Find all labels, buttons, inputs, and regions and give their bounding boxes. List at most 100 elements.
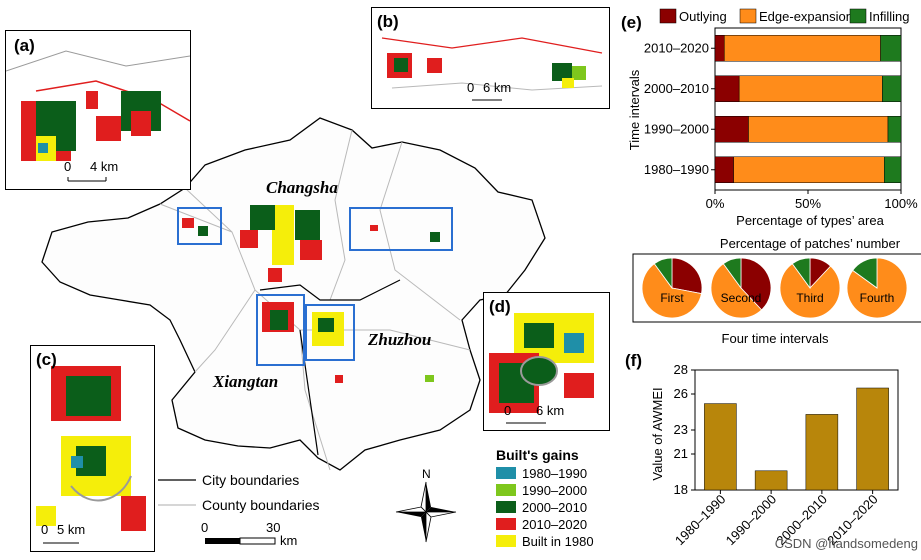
city-label-xiangtan: Xiangtan xyxy=(212,372,278,391)
legend-city-boundaries: City boundaries xyxy=(202,472,299,488)
e-ylabel: Time intervals xyxy=(627,69,642,150)
e-bar-0-edge-expansion xyxy=(724,35,881,62)
panel-f-bar-chart: (f) Value of AWMEI 28 26 23 21 181980–199019… xyxy=(625,351,918,551)
e-bar-3-outlying xyxy=(714,156,734,183)
gains-label-1: 1990–2000 xyxy=(522,483,587,498)
inset-a: 0 4 km (a) xyxy=(5,30,191,190)
e-xtick-2: 100% xyxy=(884,196,918,211)
e-pies: First Second Third Fourth xyxy=(641,257,908,319)
f-ytick-2: 23 xyxy=(674,422,688,437)
svg-text:4 km: 4 km xyxy=(90,159,118,174)
highlight-box-b xyxy=(349,207,453,251)
gains-legend-title: Built's gains xyxy=(496,447,579,463)
svg-text:0: 0 xyxy=(467,80,474,95)
f-bar-2 xyxy=(805,414,839,491)
pie-label-0: First xyxy=(660,291,684,305)
e-pie-xlabel: Four time intervals xyxy=(722,331,829,346)
panel-label-d: (d) xyxy=(489,297,511,316)
north-arrow: N xyxy=(395,467,457,543)
gains-label-4: Built in 1980 xyxy=(522,534,594,549)
gains-swatch-2 xyxy=(496,501,516,513)
gains-swatch-0 xyxy=(496,467,516,479)
f-bar-0 xyxy=(704,403,737,491)
e-bar-0-infilling xyxy=(880,35,902,62)
e-xlabel: Percentage of types’ area xyxy=(736,213,884,228)
e-legend-swatch-2 xyxy=(849,8,867,24)
e-xtick-0: 0% xyxy=(706,196,725,211)
f-chart: 28262321181980–19901990–20002000–2010201… xyxy=(672,362,899,549)
e-legend-label-2: Infilling xyxy=(869,9,909,24)
svg-text:0: 0 xyxy=(64,159,71,174)
e-legend-label-0: Outlying xyxy=(679,9,727,24)
e-legend-swatch-0 xyxy=(659,8,677,24)
e-bar-2-edge-expansion xyxy=(748,116,889,143)
svg-text:km: km xyxy=(280,533,297,548)
e-bar-2-infilling xyxy=(887,116,902,143)
e-xtick-1: 50% xyxy=(795,196,821,211)
pie-3-slice-infilling xyxy=(852,257,878,289)
e-bar-1-infilling xyxy=(882,75,902,102)
gains-label-0: 1980–1990 xyxy=(522,466,587,481)
svg-text:0: 0 xyxy=(201,520,208,535)
f-ytick-0: 28 xyxy=(674,362,688,377)
e-ytick-0: 2010–2020 xyxy=(644,40,709,55)
gains-legend: 1980–1990 1990–2000 2000–2010 2010–2020 Buil… xyxy=(496,466,594,549)
e-bar-1-edge-expansion xyxy=(738,75,883,102)
svg-text:N: N xyxy=(422,467,431,481)
built-up-patches xyxy=(182,205,440,383)
panel-label-e: (e) xyxy=(621,13,642,32)
pie-0-slice-infilling xyxy=(653,257,673,290)
f-xtick-1: 1990–2000 xyxy=(723,492,780,549)
gains-label-2: 2000–2010 xyxy=(522,500,587,515)
panel-label-f: (f) xyxy=(625,351,642,370)
pie-label-1: Second xyxy=(721,291,762,305)
e-bar-3-edge-expansion xyxy=(733,156,885,183)
panel-label-b: (b) xyxy=(377,12,399,31)
pie-1-slice-edge-expansion xyxy=(710,263,763,319)
panel-e-stacked-bar-chart: (e) Outlying Edge-expansion Infilling 2010… xyxy=(621,8,921,346)
gains-swatch-4 xyxy=(496,535,516,547)
e-legend-swatch-1 xyxy=(739,8,757,24)
e-legend: Outlying Edge-expansion Infilling xyxy=(659,8,909,24)
panel-label-c: (c) xyxy=(36,350,57,369)
pie-1-slice-infilling xyxy=(722,257,742,290)
main-scale-bar: 0 30 km xyxy=(201,520,297,548)
svg-text:0: 0 xyxy=(504,403,511,418)
e-ytick-2: 1990–2000 xyxy=(644,121,709,136)
pie-0-slice-outlying xyxy=(671,257,703,295)
study-area-map: Changsha Zhuzhou Xiangtan City boundarie… xyxy=(41,117,594,549)
city-label-changsha: Changsha xyxy=(266,178,338,197)
svg-text:6 km: 6 km xyxy=(483,80,511,95)
highlight-box-c xyxy=(256,294,305,366)
pie-0-slice-edge-expansion xyxy=(641,263,702,319)
f-ylabel: Value of AWMEI xyxy=(650,387,665,480)
svg-text:6 km: 6 km xyxy=(536,403,564,418)
e-bar-2-outlying xyxy=(714,116,749,143)
panel-label-a: (a) xyxy=(14,36,35,55)
e-bars: 2010–2020 2000–2010 1990–2000 1980–1990 0% 50… xyxy=(644,27,918,211)
pie-1-slice-outlying xyxy=(740,257,772,311)
legend-county-boundaries: County boundaries xyxy=(202,497,320,513)
pie-label-2: Third xyxy=(796,291,823,305)
gains-swatch-1 xyxy=(496,484,516,496)
e-ytick-3: 1980–1990 xyxy=(644,162,709,177)
e-bar-1-outlying xyxy=(714,75,740,102)
pie-label-3: Fourth xyxy=(860,291,895,305)
svg-text:5 km: 5 km xyxy=(57,522,85,537)
e-pie-frame xyxy=(632,253,921,323)
pie-2-slice-infilling xyxy=(791,257,811,290)
inset-c: 0 5 km (c) xyxy=(30,345,155,552)
watermark: CSDN @handsomedeng xyxy=(775,536,918,551)
highlight-box-d xyxy=(305,304,355,361)
f-ytick-3: 21 xyxy=(674,446,688,461)
f-ytick-4: 18 xyxy=(674,482,688,497)
e-bar-0-outlying xyxy=(714,35,725,62)
inset-d: 0 6 km (d) xyxy=(483,292,610,431)
f-bar-3 xyxy=(856,387,889,491)
e-pie-title: Percentage of patches’ number xyxy=(720,236,901,251)
gains-swatch-3 xyxy=(496,518,516,530)
city-label-zhuzhou: Zhuzhou xyxy=(367,330,431,349)
f-xtick-0: 1980–1990 xyxy=(672,492,729,549)
e-ytick-1: 2000–2010 xyxy=(644,81,709,96)
pie-2-slice-edge-expansion xyxy=(779,263,841,319)
